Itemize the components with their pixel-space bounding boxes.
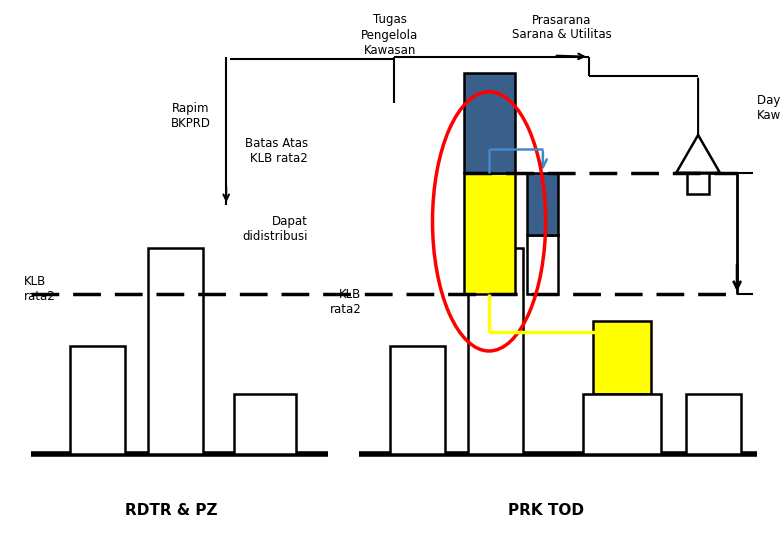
- Bar: [464, 73, 515, 173]
- Bar: [390, 346, 445, 454]
- Polygon shape: [676, 135, 720, 173]
- Bar: [687, 173, 709, 194]
- Text: Daya Dukung
Kawasan: Daya Dukung Kawasan: [757, 94, 780, 122]
- Bar: [468, 248, 523, 454]
- Bar: [527, 173, 558, 235]
- Bar: [464, 173, 515, 294]
- Text: Batas Atas
KLB rata2: Batas Atas KLB rata2: [245, 137, 308, 165]
- Text: PRK TOD: PRK TOD: [508, 503, 584, 518]
- Bar: [593, 321, 651, 394]
- Text: Tugas
Pengelola
Kawasan: Tugas Pengelola Kawasan: [361, 14, 419, 57]
- Bar: [686, 394, 741, 454]
- Text: RDTR & PZ: RDTR & PZ: [126, 503, 218, 518]
- Text: Dapat
didistribusi: Dapat didistribusi: [243, 215, 308, 244]
- Text: Prasarana
Sarana & Utilitas: Prasarana Sarana & Utilitas: [512, 14, 612, 42]
- Text: KLB
rata2: KLB rata2: [23, 275, 55, 303]
- Bar: [527, 235, 558, 294]
- Bar: [583, 394, 661, 454]
- Bar: [148, 248, 203, 454]
- Text: KLB
rata2: KLB rata2: [329, 288, 361, 316]
- Bar: [70, 346, 125, 454]
- Text: Rapim
BKPRD: Rapim BKPRD: [171, 102, 211, 130]
- Bar: [234, 394, 296, 454]
